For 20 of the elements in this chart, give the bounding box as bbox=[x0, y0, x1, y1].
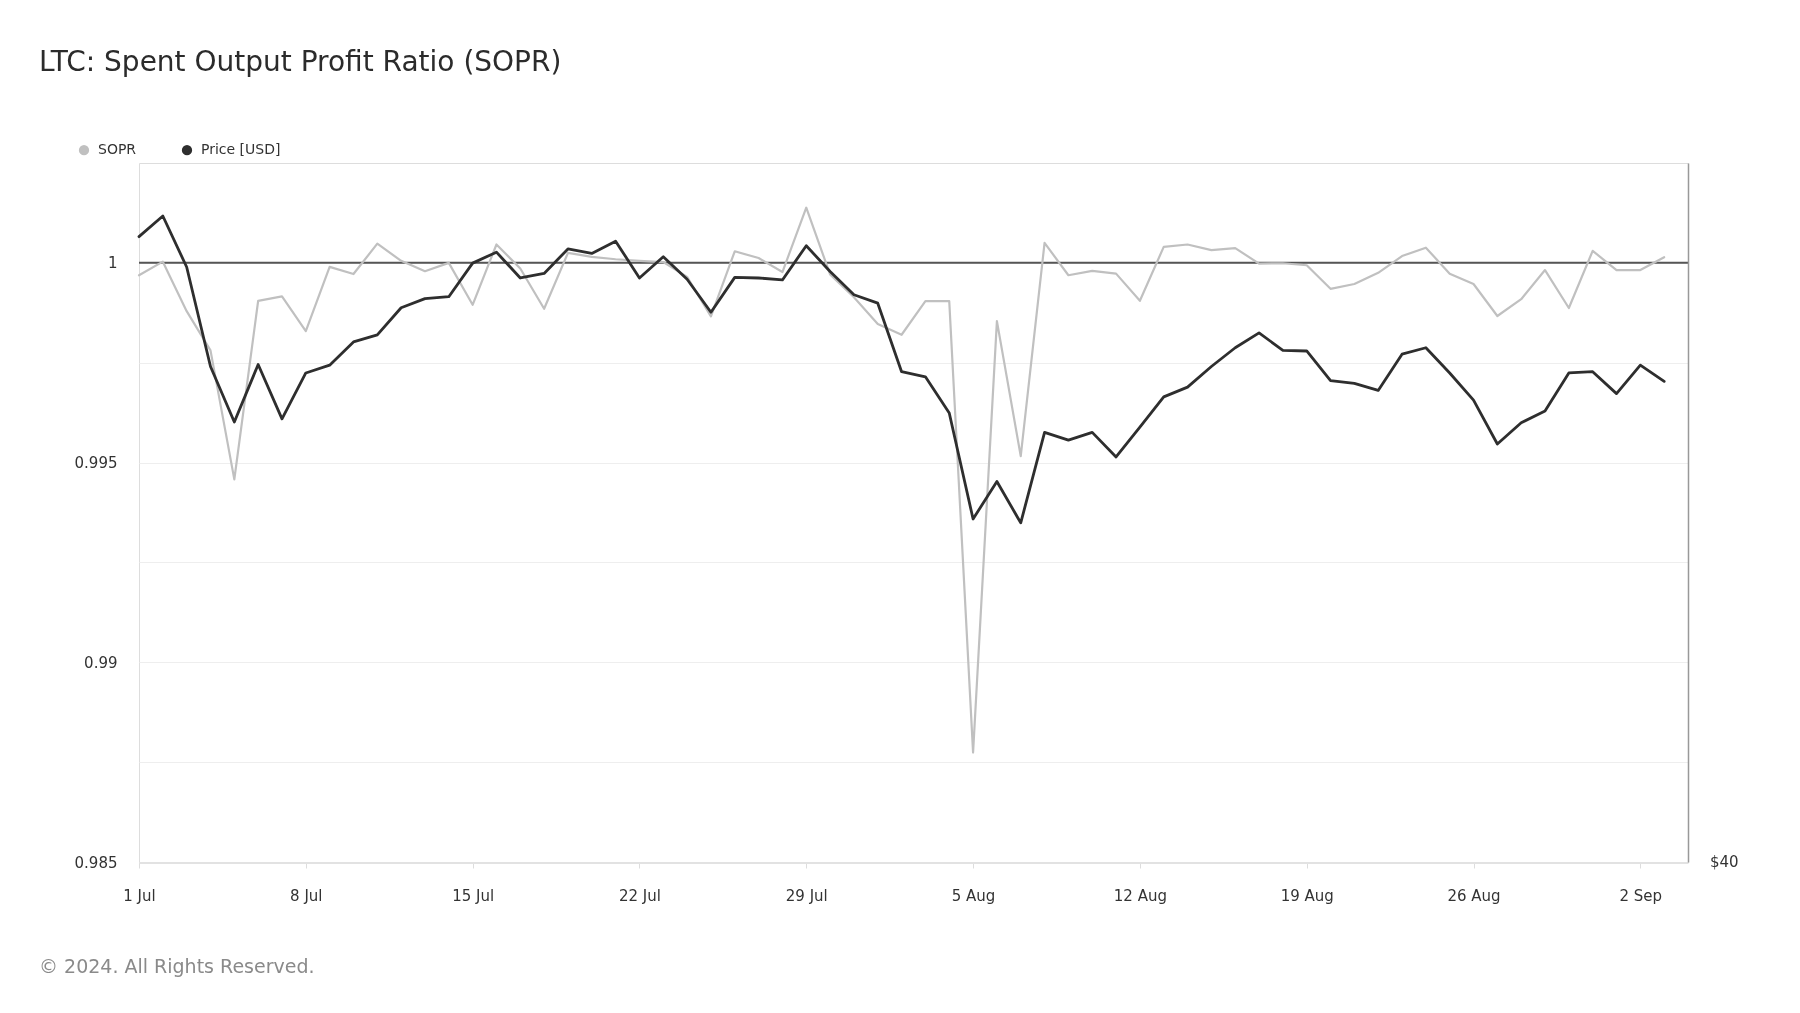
line-series bbox=[137, 206, 1666, 754]
x-tick-label: 12 Aug bbox=[1113, 886, 1167, 905]
chart-title: LTC: Spent Output Profit Ratio (SOPR) bbox=[39, 45, 562, 78]
y-tick-label: 1 bbox=[107, 254, 118, 273]
x-tick-label: 2 Sep bbox=[1619, 886, 1663, 905]
x-tick-label: 29 Jul bbox=[785, 886, 828, 905]
text: © 2024. All Rights Reserved. bbox=[39, 955, 315, 977]
y-tick-label: 0.99 bbox=[84, 653, 118, 672]
x-tick-label: 8 Jul bbox=[290, 886, 323, 905]
x-tick-label: 22 Jul bbox=[618, 886, 661, 905]
y-tick-label: 0.985 bbox=[74, 853, 118, 872]
text: $40 bbox=[1710, 853, 1739, 871]
legend-label: Price [USD] bbox=[201, 141, 281, 158]
x-tick-label: 1 Jul bbox=[123, 886, 156, 905]
x-tick-label: 5 Aug bbox=[951, 886, 996, 905]
y-tick-label: 0.995 bbox=[74, 454, 118, 473]
x-tick-label: 26 Aug bbox=[1447, 886, 1501, 905]
x-tick-label: 15 Jul bbox=[452, 886, 495, 905]
legend-label: SOPR bbox=[98, 141, 137, 158]
x-tick-label: 19 Aug bbox=[1280, 886, 1334, 905]
